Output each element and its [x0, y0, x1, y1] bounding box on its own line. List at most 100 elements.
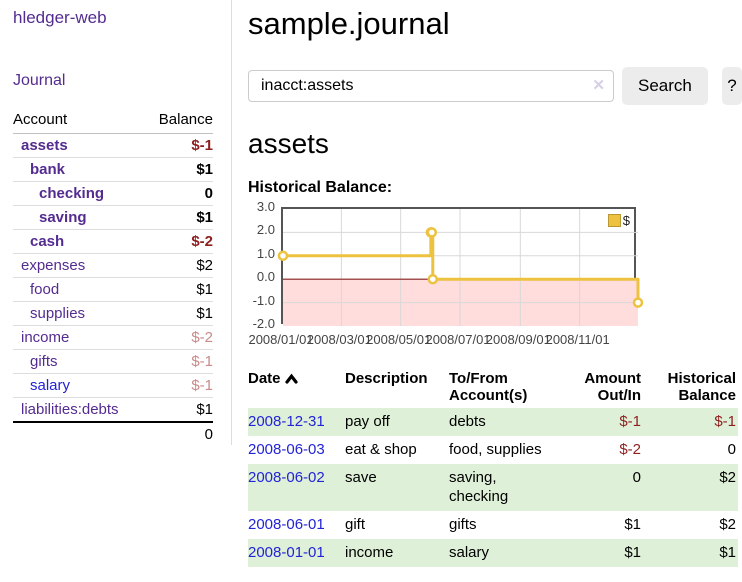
- accounts-header-account: Account: [13, 108, 146, 134]
- y-tick-label: -1.0: [252, 292, 275, 308]
- data-point-marker: [277, 250, 289, 262]
- sort-by-date-header[interactable]: Date: [248, 370, 298, 387]
- account-link-expenses[interactable]: expenses: [21, 257, 86, 274]
- transaction-description: income: [345, 544, 394, 561]
- account-heading: assets: [248, 128, 329, 159]
- accounts-header-balance: Balance: [145, 108, 213, 134]
- chart-plot-area: $: [277, 207, 644, 326]
- register-row: 2008-06-01 gift gifts $1 $2: [248, 511, 738, 539]
- x-tick-label: 2008/01/01: [248, 332, 314, 347]
- data-point-marker: [632, 297, 644, 308]
- account-balance: $-2: [145, 325, 213, 350]
- account-row: assets $-1: [13, 134, 213, 158]
- x-tick-label: 2008/11/01: [545, 332, 610, 347]
- transaction-date-link[interactable]: 2008-06-03: [248, 441, 325, 458]
- x-tick-label: 2008/03/01: [306, 332, 372, 347]
- register-table: Date Description To/From Account(s) Amou…: [248, 368, 738, 567]
- transaction-date-link[interactable]: 2008-01-01: [248, 544, 325, 561]
- page-title: sample.journal: [248, 6, 450, 41]
- transaction-description: eat & shop: [345, 441, 417, 458]
- register-header-row: Date Description To/From Account(s) Amou…: [248, 368, 738, 408]
- transaction-amount: $-2: [619, 441, 641, 458]
- transaction-accounts: salary: [449, 544, 490, 561]
- account-balance: $-1: [145, 349, 213, 374]
- accounts-total-value: 0: [145, 421, 213, 446]
- register-header-description: Description: [345, 370, 428, 387]
- register-row: 2008-12-31 pay off debts $-1 $-1: [248, 408, 738, 436]
- transaction-balance: $-1: [714, 413, 736, 430]
- y-tick-label: 3.0: [256, 199, 275, 214]
- account-link-salary[interactable]: salary: [30, 377, 71, 394]
- register-header-account: To/From Account(s): [449, 370, 528, 404]
- account-row: supplies $1: [13, 301, 213, 326]
- register-row: 2008-06-02 save saving, checking 0 $2: [248, 464, 738, 511]
- account-link-assets[interactable]: assets: [21, 137, 68, 154]
- x-tick-label: 2008/05/01: [366, 332, 432, 347]
- help-button[interactable]: ?: [721, 67, 742, 105]
- chart-title: Historical Balance:: [248, 179, 393, 196]
- account-link-food[interactable]: food: [30, 281, 60, 298]
- data-point-marker: [427, 273, 439, 285]
- account-row: bank $1: [13, 157, 213, 182]
- account-link-supplies[interactable]: supplies: [30, 305, 86, 322]
- register-header-amount: Amount Out/In: [584, 370, 641, 404]
- transaction-amount: $1: [624, 544, 641, 561]
- account-link-liabilities-debts[interactable]: liabilities:debts: [21, 401, 119, 418]
- account-link-saving[interactable]: saving: [39, 209, 87, 226]
- app-title-link[interactable]: hledger-web: [13, 8, 107, 27]
- transaction-date-link[interactable]: 2008-06-01: [248, 516, 325, 533]
- account-row: gifts $-1: [13, 349, 213, 374]
- account-balance: $1: [145, 205, 213, 230]
- account-link-income[interactable]: income: [21, 329, 70, 346]
- register-row: 2008-01-01 income salary $1 $1: [248, 539, 738, 567]
- account-link-bank[interactable]: bank: [30, 161, 66, 178]
- transaction-balance: $1: [719, 544, 736, 561]
- account-row: income $-2: [13, 325, 213, 350]
- sidebar-item-journal[interactable]: Journal: [13, 72, 66, 89]
- transaction-description: pay off: [345, 413, 390, 430]
- transaction-amount: 0: [632, 469, 641, 486]
- transaction-date-link[interactable]: 2008-12-31: [248, 413, 325, 430]
- accounts-table: Account Balance assets $-1 bank $1 check…: [13, 108, 213, 446]
- transaction-description: save: [345, 469, 377, 486]
- account-balance: $1: [145, 397, 213, 422]
- account-link-cash[interactable]: cash: [30, 233, 65, 250]
- register-row: 2008-06-03 eat & shop food, supplies $-2…: [248, 436, 738, 464]
- account-row: food $1: [13, 277, 213, 302]
- transaction-amount: $-1: [619, 413, 641, 430]
- y-tick-label: 1.0: [256, 245, 275, 261]
- transaction-balance: $2: [719, 469, 736, 486]
- account-balance: $-2: [145, 229, 213, 254]
- account-row: liabilities:debts $1: [13, 397, 213, 422]
- account-balance: $2: [145, 253, 213, 278]
- account-row: checking 0: [13, 181, 213, 206]
- data-point-marker: [426, 227, 438, 238]
- y-tick-label: 0.0: [256, 269, 275, 285]
- search-box: ✕: [248, 70, 614, 102]
- account-row: cash $-2: [13, 229, 213, 254]
- transaction-accounts: debts: [449, 413, 486, 430]
- transaction-accounts: saving, checking: [449, 469, 509, 505]
- account-row: salary $-1: [13, 373, 213, 398]
- series-label: $: [622, 213, 630, 228]
- account-balance: $-1: [191, 137, 213, 154]
- account-row: saving $1: [13, 205, 213, 230]
- transaction-date-link[interactable]: 2008-06-02: [248, 469, 325, 486]
- account-balance: $-1: [145, 373, 213, 398]
- x-tick-label: 2008/09/01: [485, 332, 551, 347]
- x-tick-label: 2008/07/01: [425, 332, 491, 347]
- clear-search-icon[interactable]: ✕: [592, 77, 605, 94]
- chart-canvas: [277, 209, 644, 326]
- accounts-header-row: Account Balance: [13, 108, 213, 134]
- search-button[interactable]: Search: [622, 67, 708, 105]
- transaction-amount: $1: [624, 516, 641, 533]
- account-balance: $1: [145, 157, 213, 182]
- series-swatch-icon: [607, 214, 621, 227]
- main-content: sample.journal ✕ Search ? assets Histori…: [248, 0, 742, 567]
- account-link-gifts[interactable]: gifts: [30, 353, 58, 370]
- balance-chart: $ 3.0 2.0 1.0 0.0 -1.0 -2.0 2008/01/01 2008/03/…: [248, 199, 648, 352]
- y-tick-label: 2.0: [256, 222, 275, 238]
- transaction-balance: 0: [727, 441, 736, 458]
- account-link-checking[interactable]: checking: [39, 185, 105, 202]
- search-input[interactable]: [248, 70, 614, 102]
